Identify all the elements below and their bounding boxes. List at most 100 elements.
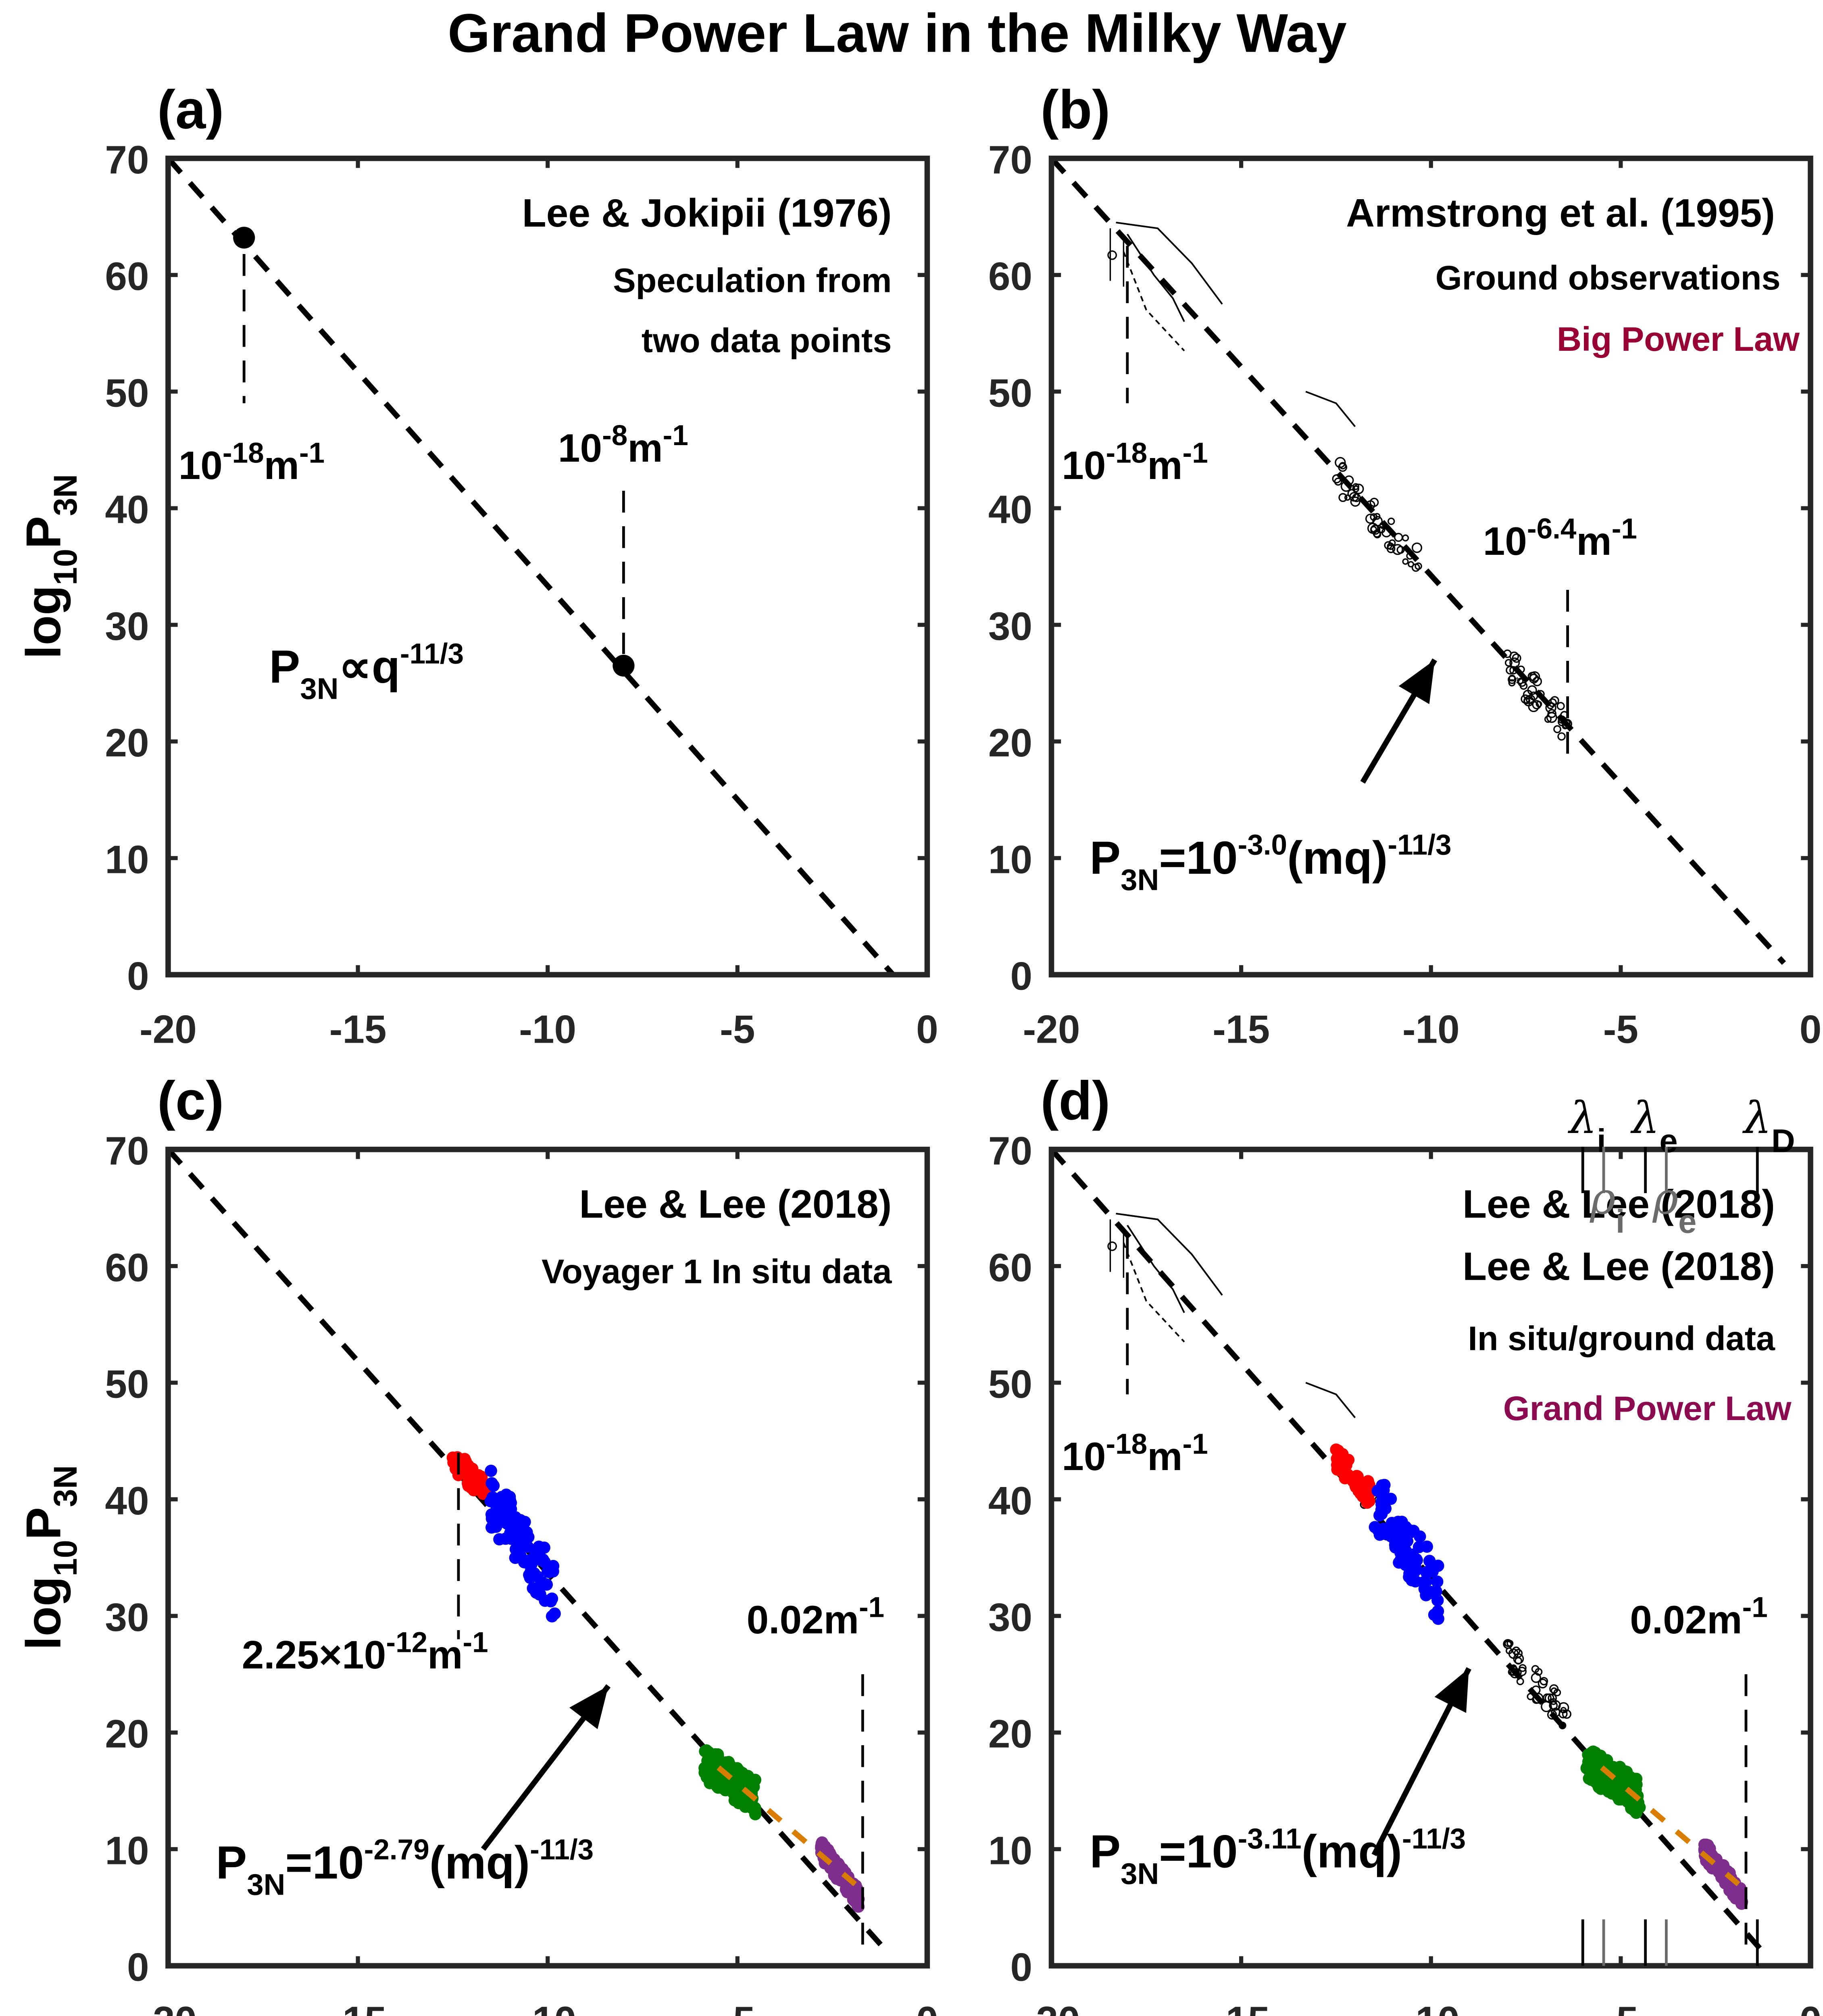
x-tick-label: -5 <box>1603 1007 1638 1052</box>
figure-title: Grand Power Law in the Milky Way <box>448 2 1347 64</box>
data-point <box>1734 1883 1747 1896</box>
panel-c: (c) -20 -15 -10 -5 0 0 10 20 30 40 50 60 70 Lee & Lee … <box>105 1070 938 2016</box>
label-part: 3N <box>47 1465 84 1507</box>
formula-label: P3N=10-3.0(mq)-11/3 <box>1090 829 1451 896</box>
data-point <box>1370 513 1378 521</box>
text-part: m <box>627 426 663 470</box>
data-point <box>1399 1558 1412 1571</box>
data-point <box>1510 1664 1517 1671</box>
text-part: 0.02m <box>1630 1597 1742 1642</box>
x-tick-label: 0 <box>916 1007 938 1052</box>
x-tick-label: -15 <box>1213 1998 1270 2016</box>
y-axis: 0 10 20 30 40 50 60 70 <box>105 1129 927 1989</box>
series-green <box>1580 1745 1646 1819</box>
series-red <box>446 1451 492 1500</box>
y-tick-label: 40 <box>105 487 149 532</box>
data-point <box>1532 1695 1541 1704</box>
text-part: m <box>1147 1434 1182 1479</box>
text-part: -1 <box>1183 437 1208 469</box>
label-part: 10 <box>47 1540 84 1576</box>
y-axis: 0 10 20 30 40 50 60 70 <box>988 1129 1811 1989</box>
data-point <box>725 1784 738 1796</box>
data-point <box>1424 1587 1437 1599</box>
data-point <box>1558 1721 1567 1729</box>
text-part: -2.79 <box>364 1834 429 1866</box>
description-line: Voyager 1 In situ data <box>542 1252 892 1291</box>
x-axis: -20 -15 -10 -5 0 <box>1023 1149 1821 2016</box>
data-point <box>1542 1693 1552 1702</box>
marker-label: 10-6.4m-1 <box>1483 513 1637 564</box>
panel-b: (b) -20 -15 -10 -5 0 0 10 20 30 40 50 60 70 ↕ Armstrong… <box>988 79 1821 1051</box>
data-point <box>1509 657 1520 668</box>
text-part: P <box>216 1837 247 1889</box>
data-point <box>1517 678 1524 684</box>
plot-frame <box>1048 155 1813 978</box>
data-point <box>1392 544 1403 555</box>
data-point <box>1504 659 1513 667</box>
data-point <box>1562 723 1569 729</box>
y-tick-label: 40 <box>105 1479 149 1523</box>
y-tick-label: 0 <box>1010 1945 1033 1989</box>
power-law-fit-line <box>1049 156 1786 965</box>
data-point <box>1384 541 1392 550</box>
data-point <box>1361 1496 1373 1509</box>
description-line: Ground observations <box>1435 258 1781 297</box>
data-point <box>1409 1565 1421 1577</box>
data-point <box>1531 1685 1541 1695</box>
source-label: Lee & Lee (2018) <box>579 1182 892 1226</box>
description-line: two data points <box>642 321 892 360</box>
text-part: -18 <box>223 437 264 469</box>
data-point <box>1504 1639 1513 1647</box>
y-tick-label: 60 <box>105 254 149 298</box>
data-point <box>1556 702 1565 710</box>
data-point <box>1397 1534 1409 1546</box>
x-tick-label: -5 <box>1603 1998 1638 2016</box>
data-point <box>1540 1677 1548 1685</box>
data-point <box>1107 250 1117 260</box>
data-point <box>1590 1757 1603 1769</box>
subscript: i <box>1616 1203 1625 1240</box>
text-part: =10 <box>285 1837 364 1889</box>
data-point <box>493 1514 506 1527</box>
data-point <box>1508 675 1517 684</box>
data-point <box>1402 534 1409 541</box>
x-tick-label: -20 <box>140 1998 197 2016</box>
data-point <box>1409 1575 1422 1588</box>
y-tick-label: 10 <box>105 1828 149 1872</box>
data-point <box>1516 1677 1524 1685</box>
y-tick-label: 30 <box>988 1595 1032 1639</box>
label-part: log <box>16 585 71 659</box>
arrow-head-icon <box>569 1686 608 1729</box>
plot-frame <box>165 155 930 978</box>
text-part: -1 <box>663 420 688 452</box>
panel-label: (c) <box>157 1070 224 1131</box>
panel-label: (b) <box>1040 79 1110 140</box>
data-point <box>1512 1646 1521 1655</box>
x-tick-label: 0 <box>1800 1007 1822 1052</box>
data-point <box>1544 715 1552 723</box>
data-point <box>521 1526 533 1539</box>
data-point <box>1621 1775 1633 1787</box>
series-red <box>1330 1443 1376 1509</box>
plot-frame <box>1048 1147 1813 1969</box>
data-point <box>546 1592 558 1605</box>
data-point <box>1558 715 1566 724</box>
arrow-head-icon <box>1434 1668 1469 1713</box>
text-part: 3N <box>1121 1857 1159 1890</box>
data-point <box>1370 525 1381 535</box>
ground-obs-curve <box>1305 391 1356 427</box>
data-point <box>1508 675 1516 682</box>
data-point <box>1547 1710 1557 1720</box>
data-point <box>1509 651 1519 661</box>
text-part: 10 <box>558 426 602 470</box>
text-part: m <box>1576 519 1611 563</box>
text-part: 3N <box>300 672 338 705</box>
text-part: m <box>1147 443 1182 487</box>
y-tick-label: 40 <box>988 1479 1032 1523</box>
data-point <box>1531 1672 1541 1683</box>
y-tick-label: 20 <box>988 721 1032 765</box>
data-point <box>1432 1612 1444 1625</box>
data-point <box>1532 700 1542 710</box>
x-tick-label: -20 <box>1023 1998 1080 2016</box>
